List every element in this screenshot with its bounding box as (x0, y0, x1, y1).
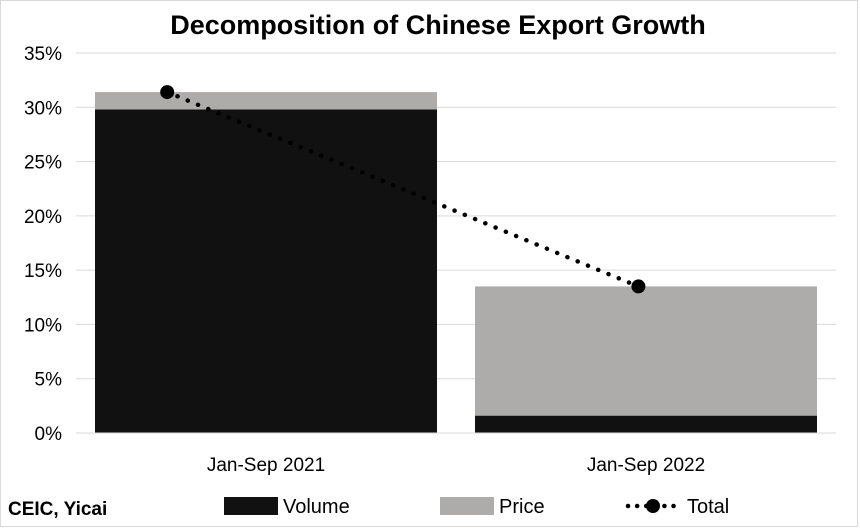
bar-volume-1 (475, 415, 817, 433)
x-tick-label: Jan-Sep 2021 (207, 455, 325, 476)
x-axis-ticks: Jan-Sep 2021 Jan-Sep 2022 (207, 455, 705, 476)
bar-price-0 (95, 92, 437, 110)
bars (95, 92, 817, 433)
y-tick-label: 10% (24, 315, 62, 336)
chart-title: Decomposition of Chinese Export Growth (170, 10, 706, 40)
legend-item-volume: Volume (224, 496, 350, 518)
y-tick-label: 25% (24, 153, 62, 174)
legend-swatch (440, 497, 494, 515)
total-point-1 (631, 279, 646, 294)
y-tick-label: 35% (24, 44, 62, 65)
legend-item-price: Price (440, 496, 545, 518)
total-line-path (164, 89, 641, 289)
legend: Volume Price Total (224, 496, 729, 518)
legend-label: Volume (283, 496, 350, 518)
total-point-0 (160, 85, 175, 100)
y-axis-ticks: 0% 5% 10% 15% 20% 25% 30% 35% (24, 44, 62, 445)
bar-price-1 (475, 286, 817, 416)
legend-item-total: Total (625, 496, 729, 518)
y-tick-label: 30% (24, 98, 62, 119)
y-tick-label: 15% (24, 261, 62, 282)
y-tick-label: 5% (35, 370, 63, 391)
total-line (160, 85, 646, 294)
y-tick-label: 20% (24, 207, 62, 228)
legend-label: Total (687, 496, 729, 518)
source-note: CEIC, Yicai (8, 499, 107, 520)
legend-label: Price (499, 496, 545, 518)
legend-swatch (224, 497, 278, 515)
bar-volume-0 (95, 109, 437, 433)
y-tick-label: 0% (35, 424, 63, 445)
legend-marker (646, 499, 660, 513)
x-tick-label: Jan-Sep 2022 (587, 455, 705, 476)
